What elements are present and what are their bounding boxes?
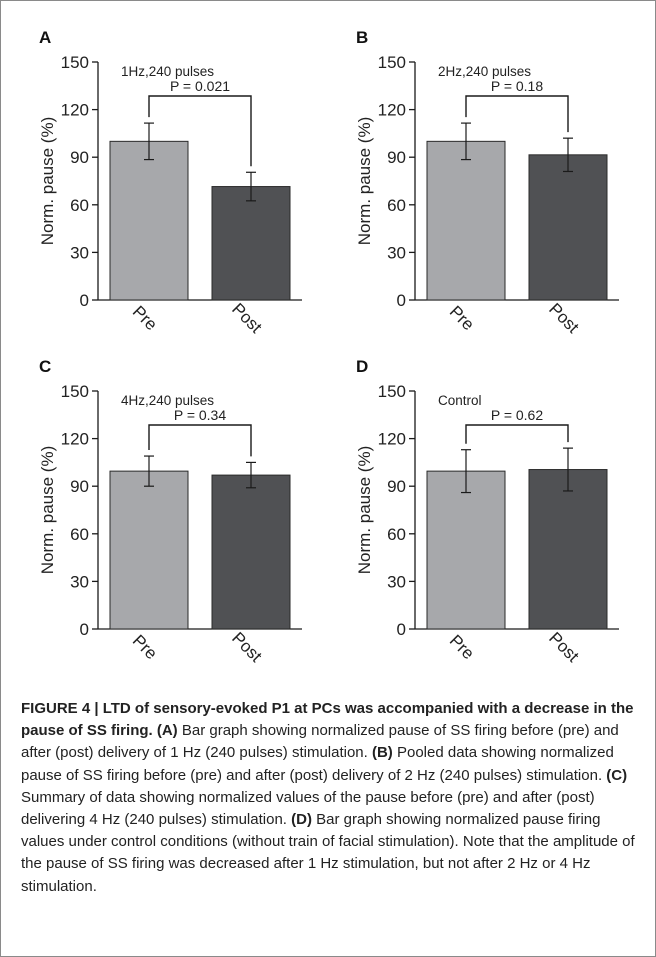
chart-panel-b: B 0 30 60 90 120 150 Norm. pause (%) Pre Post P = … (355, 28, 619, 337)
y-tick-label: 0 (397, 291, 406, 310)
y-tick-label: 150 (378, 382, 406, 401)
figure-caption: FIGURE 4 | LTD of sensory-evoked P1 at P… (21, 698, 639, 898)
caption-label: FIGURE 4 | (21, 700, 103, 717)
significance-bracket (148, 424, 252, 457)
category-label: Post (545, 299, 583, 337)
bar-post (528, 469, 608, 630)
y-tick-label: 120 (61, 430, 89, 449)
panel-letter: D (356, 357, 368, 376)
caption-part-b-text: Pooled data showing normalized pause of … (21, 744, 614, 784)
bar-pre (426, 140, 506, 301)
caption-part-d-text: Bar graph showing normalized pause firin… (21, 811, 635, 895)
category-label: Post (228, 299, 266, 337)
y-tick-label: 120 (61, 101, 89, 120)
y-tick-label: 150 (378, 53, 406, 72)
y-tick-label: 90 (70, 477, 89, 496)
y-tick-label: 150 (61, 53, 89, 72)
panel-letter: B (356, 28, 368, 47)
y-tick-label: 0 (397, 620, 406, 639)
y-axis-label: Norm. pause (%) (355, 446, 374, 574)
p-value-label: P = 0.62 (491, 407, 544, 423)
y-tick-label: 60 (70, 196, 89, 215)
category-label: Post (228, 628, 266, 666)
caption-title: LTD of sensory-evoked P1 at PCs was acco… (21, 700, 634, 740)
y-tick-label: 150 (61, 382, 89, 401)
panel-letter: C (39, 357, 51, 376)
y-tick-label: 120 (378, 430, 406, 449)
caption-part-c-text: Summary of data showing normalized value… (21, 788, 595, 829)
bar-post (528, 154, 608, 301)
y-tick-label: 30 (70, 572, 89, 591)
category-label: Pre (446, 302, 478, 334)
y-tick-label: 120 (378, 101, 406, 120)
y-tick-label: 30 (70, 243, 89, 262)
bar-chart-grid: A 0 30 60 90 120 150 Norm. pause (%) Pre Post P = … (38, 28, 619, 666)
category-label: Pre (129, 302, 161, 334)
y-tick-label: 90 (70, 148, 89, 167)
chart-panel-c: C 0 30 60 90 120 150 Norm. pause (%) Pre Post P = … (38, 357, 302, 666)
chart-panel-a: A 0 30 60 90 120 150 Norm. pause (%) Pre Post P = … (38, 28, 302, 337)
caption-part-b-label: (B) (367, 744, 393, 762)
bar-post (211, 474, 291, 630)
y-tick-label: 0 (80, 620, 89, 639)
y-axis-label: Norm. pause (%) (38, 117, 57, 245)
p-value-label: P = 0.021 (170, 78, 230, 94)
bar-pre (109, 140, 189, 301)
caption-part-c-label: (C) (602, 766, 628, 784)
y-axis-label: Norm. pause (%) (38, 446, 57, 574)
category-label: Pre (446, 631, 478, 663)
y-tick-label: 60 (387, 525, 406, 544)
y-tick-label: 60 (70, 525, 89, 544)
caption-part-d-label: (D) (286, 811, 312, 829)
y-tick-label: 30 (387, 243, 406, 262)
category-label: Pre (129, 631, 161, 663)
stimulation-annotation: Control (438, 393, 482, 408)
stimulation-annotation: 1Hz,240 pulses (121, 64, 214, 79)
caption-part-a-label: (A) (152, 722, 178, 740)
stimulation-annotation: 2Hz,240 pulses (438, 64, 531, 79)
category-label: Post (545, 628, 583, 666)
y-axis-label: Norm. pause (%) (355, 117, 374, 245)
stimulation-annotation: 4Hz,240 pulses (121, 393, 214, 408)
bar-post (211, 186, 291, 301)
bar-pre (426, 470, 506, 630)
y-tick-label: 90 (387, 148, 406, 167)
y-tick-label: 60 (387, 196, 406, 215)
y-tick-label: 30 (387, 572, 406, 591)
bar-pre (109, 470, 189, 630)
y-tick-label: 90 (387, 477, 406, 496)
significance-bracket (148, 95, 252, 167)
panel-letter: A (39, 28, 51, 47)
p-value-label: P = 0.34 (174, 407, 227, 423)
significance-bracket (465, 424, 569, 444)
significance-bracket (465, 95, 569, 133)
chart-panel-d: D 0 30 60 90 120 150 Norm. pause (%) Pre Post P = … (355, 357, 619, 666)
y-tick-label: 0 (80, 291, 89, 310)
caption-part-a-text: Bar graph showing normalized pause of SS… (21, 722, 619, 762)
p-value-label: P = 0.18 (491, 78, 544, 94)
